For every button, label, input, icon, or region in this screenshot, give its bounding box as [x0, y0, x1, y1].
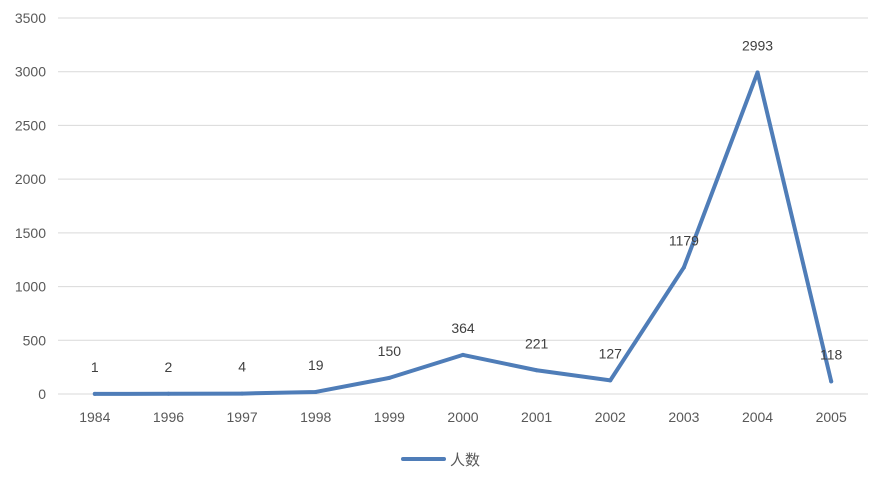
data-label-2000: 364: [451, 320, 475, 336]
data-point-1999: [387, 375, 392, 380]
x-tick-label-1998: 1998: [300, 409, 331, 425]
data-point-2004: [755, 70, 760, 75]
y-tick-label-3000: 3000: [15, 64, 46, 80]
data-label-2005: 118: [820, 346, 843, 362]
data-label-2002: 127: [599, 345, 623, 361]
legend: 人数: [401, 451, 480, 469]
data-labels: 1 2 4 19 150 364 221 127 1179 2993 118: [91, 37, 843, 374]
x-tick-label-1997: 1997: [227, 409, 258, 425]
data-point-1984: [92, 391, 97, 396]
x-tick-label-2001: 2001: [521, 409, 552, 425]
data-label-1997: 4: [238, 359, 246, 375]
data-label-2001: 221: [525, 335, 549, 351]
legend-label-people-count: 人数: [450, 451, 480, 469]
x-tick-label-1996: 1996: [153, 409, 184, 425]
x-tick-label-2002: 2002: [595, 409, 626, 425]
x-tick-label-1999: 1999: [374, 409, 405, 425]
x-tick-label-2004: 2004: [742, 409, 773, 425]
data-label-1999: 150: [378, 343, 402, 359]
data-point-1996: [166, 391, 171, 396]
data-label-1998: 19: [308, 357, 324, 373]
data-point-2002: [608, 378, 613, 383]
y-tick-label-2000: 2000: [15, 171, 46, 187]
x-tick-label-2003: 2003: [668, 409, 699, 425]
y-tick-label-2500: 2500: [15, 117, 46, 133]
x-tick-label-2000: 2000: [447, 409, 478, 425]
y-tick-label-500: 500: [23, 332, 47, 348]
x-axis-tick-labels: 1984 1996 1997 1998 1999 2000 2001 2002 2003 2004…: [79, 409, 847, 425]
grid-lines: [58, 17, 868, 395]
data-point-1997: [240, 391, 245, 396]
data-label-1984: 1: [91, 359, 99, 375]
data-point-2000: [461, 352, 465, 357]
data-label-1996: 2: [165, 359, 173, 375]
y-tick-label-1500: 1500: [15, 225, 46, 241]
y-tick-label-3500: 3500: [15, 10, 46, 26]
y-tick-label-1000: 1000: [15, 279, 46, 295]
x-tick-label-2005: 2005: [816, 409, 847, 425]
y-axis-tick-labels: 0 500 1000 1500 2000 2500 3000 3500: [15, 10, 46, 402]
data-point-2005: [829, 379, 834, 384]
data-label-2003: 1179: [669, 232, 699, 248]
data-point-1998: [313, 389, 318, 394]
series-layer: [92, 70, 834, 396]
x-tick-label-1984: 1984: [79, 409, 110, 425]
y-tick-label-0: 0: [38, 386, 46, 402]
data-point-2003: [681, 265, 686, 270]
data-label-2004: 2993: [742, 37, 773, 53]
data-point-2001: [534, 368, 539, 373]
